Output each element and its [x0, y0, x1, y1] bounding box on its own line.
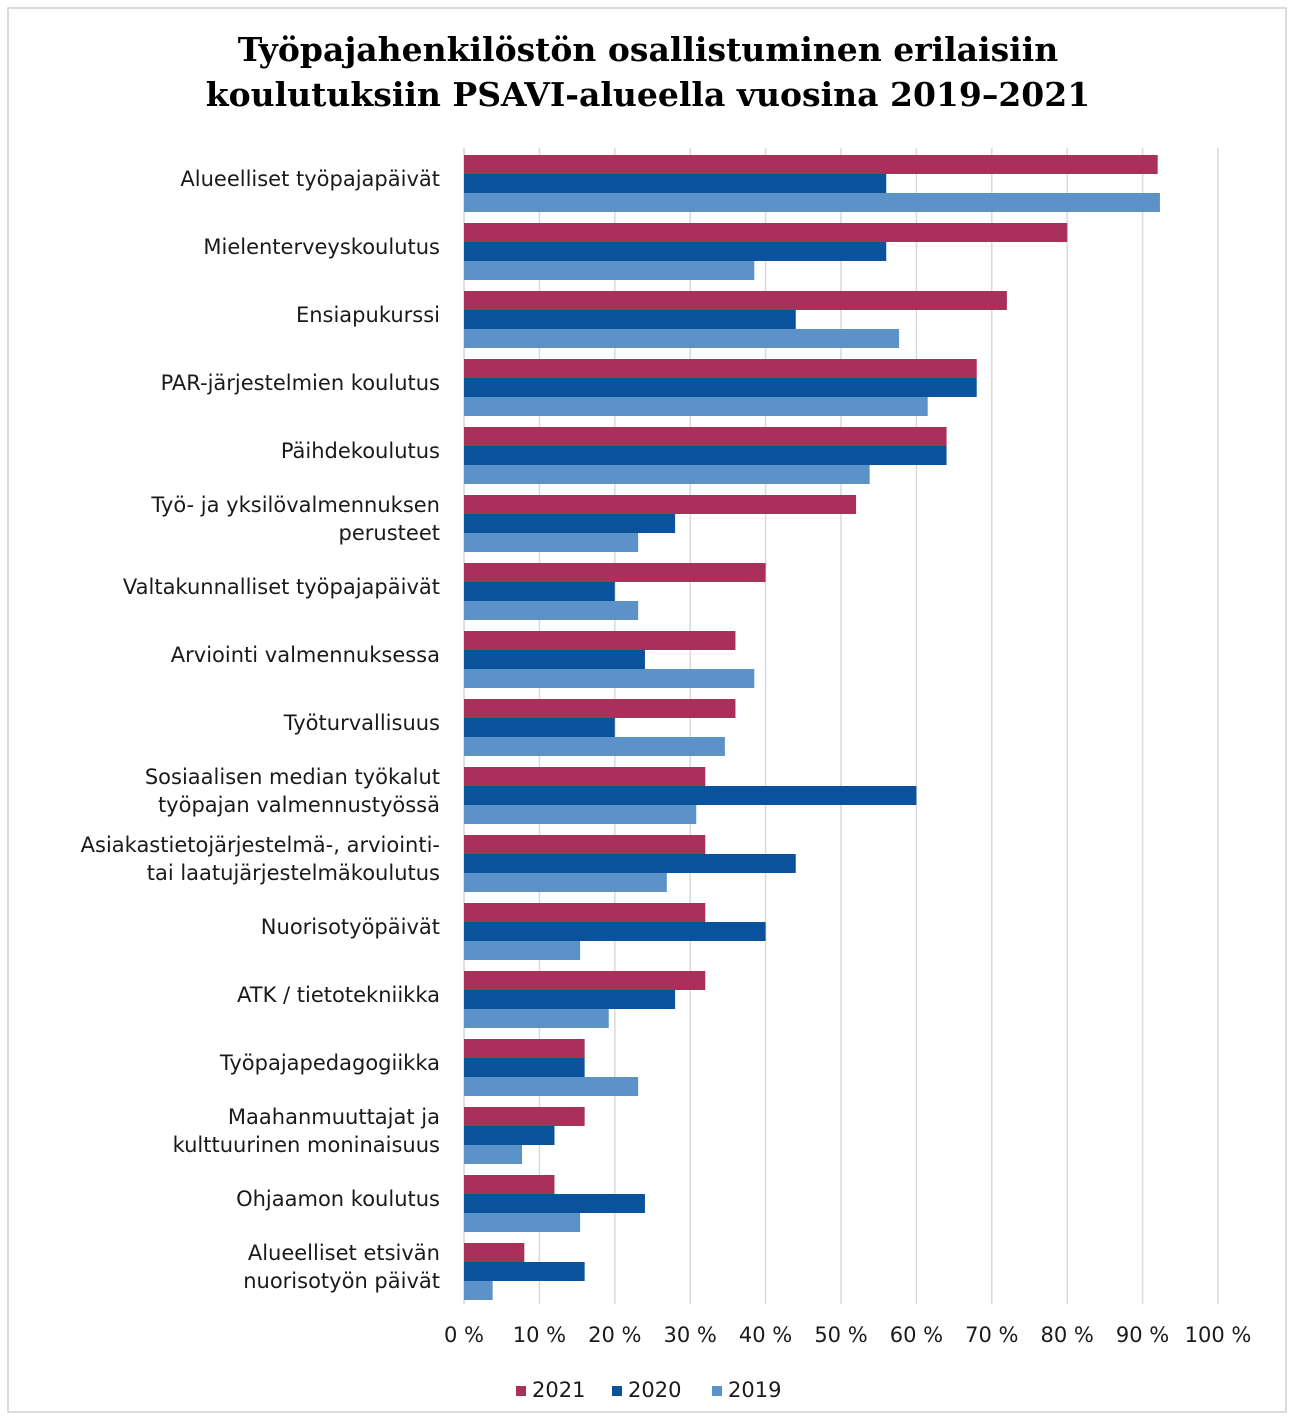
- bar: [464, 903, 706, 922]
- bar: [464, 310, 796, 329]
- bar: [464, 261, 755, 280]
- bar: [464, 631, 736, 650]
- legend-label: 2020: [628, 1378, 681, 1402]
- legend-swatch: [712, 1386, 722, 1396]
- y-tick-label: Työ- ja yksilövalmennuksen perusteet: [150, 493, 440, 545]
- bar: [464, 669, 755, 688]
- x-tick-label: 70 %: [965, 1323, 1018, 1347]
- x-tick-label: 90 %: [1116, 1323, 1169, 1347]
- y-tick-label: Arviointi valmennuksessa: [171, 643, 440, 667]
- bar: [464, 718, 615, 737]
- y-tick-label: Työturvallisuus: [283, 711, 440, 735]
- bar: [464, 242, 887, 261]
- bar: [464, 193, 1160, 212]
- y-tick-label: Maahanmuuttajat ja kulttuurinen moninaisu…: [173, 1105, 440, 1157]
- legend-swatch: [612, 1386, 622, 1396]
- bar: [464, 601, 639, 620]
- x-tick-label: 30 %: [664, 1323, 717, 1347]
- bar: [464, 1126, 555, 1145]
- y-tick-label: Mielenterveyskoulutus: [203, 235, 440, 259]
- bar: [464, 378, 977, 397]
- bar: [464, 1213, 581, 1232]
- bar: [464, 835, 706, 854]
- legend-swatch: [516, 1386, 526, 1396]
- x-tick-label: 40 %: [739, 1323, 792, 1347]
- bar: [464, 767, 706, 786]
- y-tick-label: Valtakunnalliset työpajapäivät: [123, 575, 440, 599]
- y-tick-label: Alueelliset etsivän nuorisotyön päivät: [243, 1241, 440, 1293]
- chart-title: Työpajahenkilöstön osallistuminen erilai…: [206, 30, 1090, 114]
- y-tick-label: Työpajapedagogiikka: [219, 1051, 440, 1075]
- bar: [464, 922, 766, 941]
- bar: [464, 1194, 645, 1213]
- bar: [464, 1175, 555, 1194]
- y-tick-label: Alueelliset työpajapäivät: [180, 167, 440, 191]
- bar: [464, 1077, 639, 1096]
- bar: [464, 359, 977, 378]
- bar: [464, 582, 615, 601]
- bar: [464, 1107, 585, 1126]
- x-tick-label: 20 %: [588, 1323, 641, 1347]
- bar: [464, 650, 645, 669]
- bar: [464, 990, 676, 1009]
- y-tick-label: Ensiapukurssi: [296, 303, 440, 327]
- bar: [464, 563, 766, 582]
- bar: [464, 1039, 585, 1058]
- bar: [464, 1009, 609, 1028]
- bar: [464, 495, 857, 514]
- bar: [464, 397, 928, 416]
- x-tick-label: 0 %: [444, 1323, 484, 1347]
- bar: [464, 465, 870, 484]
- bar: [464, 1262, 585, 1281]
- x-tick-label: 100 %: [1185, 1323, 1252, 1347]
- y-tick-label: Sosiaalisen median työkalut työpajan valm…: [145, 765, 440, 817]
- bar: [464, 514, 676, 533]
- bar: [464, 971, 706, 990]
- bar: [464, 329, 900, 348]
- legend-label: 2021: [532, 1378, 585, 1402]
- bar: [464, 854, 796, 873]
- bar: [464, 427, 947, 446]
- bar: [464, 873, 667, 892]
- y-tick-label: Ohjaamon koulutus: [236, 1187, 440, 1211]
- x-tick-label: 80 %: [1041, 1323, 1094, 1347]
- y-tick-label: Päihdekoulutus: [281, 439, 440, 463]
- bar: [464, 1243, 525, 1262]
- bar: [464, 737, 725, 756]
- bar: [464, 291, 1007, 310]
- y-tick-label: ATK / tietotekniikka: [237, 983, 440, 1007]
- y-tick-label: Asiakastietojärjestelmä-, arviointi-tai …: [81, 833, 440, 885]
- x-tick-label: 50 %: [814, 1323, 867, 1347]
- bar: [464, 1058, 585, 1077]
- bar: [464, 155, 1158, 174]
- bar: [464, 699, 736, 718]
- bar: [464, 805, 697, 824]
- bar: [464, 1281, 493, 1300]
- legend-label: 2019: [728, 1378, 781, 1402]
- x-tick-label: 10 %: [513, 1323, 566, 1347]
- bar: [464, 533, 639, 552]
- y-tick-label: PAR-järjestelmien koulutus: [161, 371, 440, 395]
- bar: [464, 223, 1068, 242]
- y-tick-label: Nuorisotyöpäivät: [261, 915, 440, 939]
- bar: [464, 1145, 523, 1164]
- bar: [464, 786, 917, 805]
- bar: [464, 941, 581, 960]
- bar: [464, 446, 947, 465]
- bar: [464, 174, 887, 193]
- x-tick-label: 60 %: [890, 1323, 943, 1347]
